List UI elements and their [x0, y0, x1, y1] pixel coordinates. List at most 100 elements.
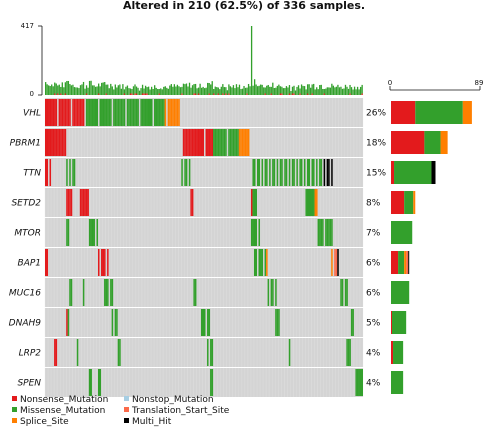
mutation-cell [185, 159, 188, 186]
mutation-cell [217, 129, 220, 156]
mutation-cell [208, 309, 211, 336]
gene-percent: 8% [366, 199, 381, 209]
sample-burden-bar [169, 85, 171, 95]
top-axis-max-label: 417 [21, 22, 34, 30]
mutation-cell [266, 159, 268, 186]
sample-burden-bar [328, 87, 330, 95]
mutation-cell [308, 189, 310, 216]
sample-burden-bar [125, 86, 127, 95]
mutation-cell [46, 129, 49, 156]
mutation-cell [48, 129, 50, 156]
gene-percent: 18% [366, 139, 386, 149]
mutation-cell [260, 249, 262, 276]
mutation-cell [67, 309, 70, 336]
mutation-cell [238, 129, 241, 156]
mutation-cell [243, 129, 245, 156]
sample-burden-bar [300, 84, 303, 95]
sample-burden-bar [104, 82, 106, 95]
gene-count-bar [391, 221, 413, 244]
mutation-cell [49, 99, 52, 126]
mutation-cell [51, 129, 53, 156]
mutation-cell [155, 99, 158, 126]
gene-label: BAP1 [18, 259, 41, 269]
mutation-cell [66, 219, 68, 246]
sample-burden-bar [105, 84, 107, 94]
gene-percent: 26% [366, 109, 386, 119]
mutation-cell [335, 249, 338, 276]
sample-burden-bar [90, 80, 92, 95]
mutation-cell [210, 369, 212, 396]
mutation-cell [216, 129, 218, 156]
sample-burden-bar [352, 89, 354, 95]
mutation-cell [178, 99, 180, 126]
sample-burden-bar [249, 86, 251, 95]
mutation-cell [91, 219, 94, 246]
sample-burden-bar [157, 89, 159, 95]
mutation-cell [90, 99, 92, 126]
mutation-cell [257, 159, 259, 186]
mutation-cell [276, 159, 279, 186]
gene-label: MUC16 [9, 289, 41, 299]
sample-burden-bar [337, 84, 339, 95]
sample-burden-bar [285, 86, 288, 95]
sample-burden-bar [73, 87, 76, 95]
sample-burden-bar [166, 87, 168, 95]
mutation-cell [181, 159, 183, 186]
mutation-cell [296, 159, 298, 186]
mutation-cell [305, 189, 307, 216]
gene-count-bar [391, 281, 410, 304]
mutation-cell [147, 99, 150, 126]
sample-burden-bar [320, 84, 322, 95]
sample-burden-bar [225, 87, 227, 94]
sample-burden-bar [319, 85, 321, 95]
mutation-cell [326, 219, 329, 246]
mutation-cell [140, 99, 142, 126]
sample-burden-bar [299, 93, 301, 95]
mutation-cell [361, 369, 363, 396]
mutation-cell [117, 99, 120, 126]
gene-count-bar [391, 131, 425, 154]
sample-burden-bar [238, 84, 241, 95]
top-bars [45, 26, 363, 95]
mutation-cell [341, 279, 344, 306]
mutation-cell [200, 129, 203, 156]
mutation-cell [79, 189, 82, 216]
mutation-cell [154, 99, 156, 126]
mutation-cell [67, 99, 70, 126]
legend-swatch [12, 396, 17, 401]
sample-burden-bar [190, 87, 192, 95]
mutation-cell [141, 99, 144, 126]
sample-burden-bar [229, 86, 232, 95]
mutation-cell [359, 369, 362, 396]
sample-burden-bar [164, 86, 166, 95]
mutation-cell [261, 249, 264, 276]
mutation-cell [93, 219, 95, 246]
mutation-cell [126, 99, 129, 126]
mutation-cell [234, 129, 236, 156]
sample-burden-bar [123, 89, 126, 94]
mutation-cell [299, 159, 301, 186]
mutation-cell [250, 189, 253, 216]
sample-burden-bar [135, 93, 138, 95]
mutation-cell [87, 99, 89, 126]
sample-burden-bar [288, 93, 291, 95]
gene-percent: 6% [366, 289, 381, 299]
sample-burden-bar [273, 88, 275, 95]
sample-burden-bar [144, 93, 147, 95]
mutation-cell [102, 249, 105, 276]
sample-burden-bar [78, 88, 80, 95]
mutation-cell [45, 99, 47, 126]
mutation-cell [311, 189, 314, 216]
sample-burden-bar [64, 82, 66, 94]
sample-burden-bar [272, 82, 274, 95]
mutation-cell [328, 219, 330, 246]
mutation-cell [172, 99, 174, 126]
mutation-cell [326, 159, 329, 186]
sample-burden-bar [347, 88, 350, 95]
gene-count-bar [391, 101, 416, 124]
mutation-cell [270, 279, 273, 306]
sample-burden-bar [296, 86, 298, 95]
sample-burden-bar [158, 89, 160, 94]
mutation-cell [306, 159, 309, 186]
